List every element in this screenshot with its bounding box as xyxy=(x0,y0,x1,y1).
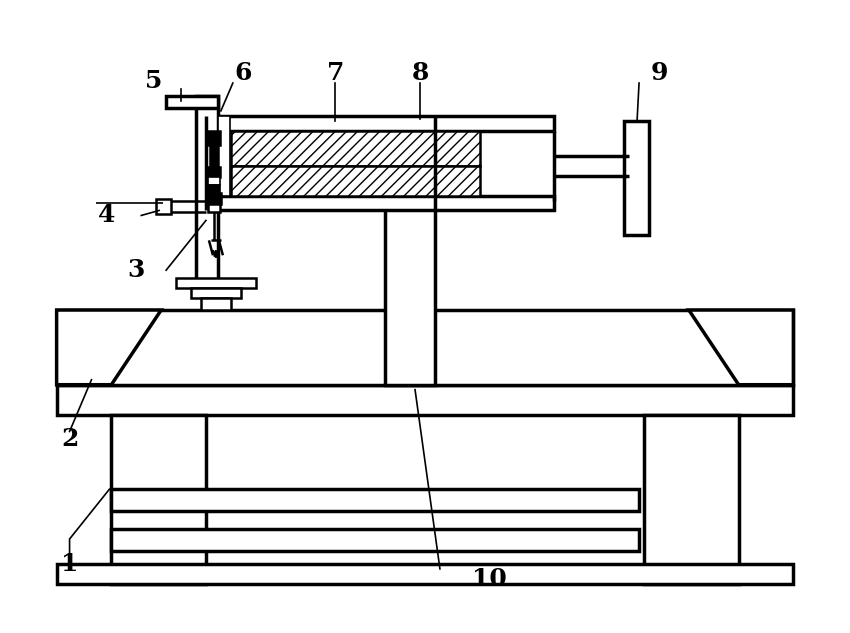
Bar xyxy=(57,310,793,385)
Bar xyxy=(206,196,554,210)
Bar xyxy=(57,564,793,584)
Polygon shape xyxy=(688,310,793,385)
Bar xyxy=(111,489,639,511)
Bar xyxy=(111,415,206,584)
Text: 3: 3 xyxy=(128,258,145,282)
Polygon shape xyxy=(57,310,162,385)
Bar xyxy=(111,529,639,551)
Bar xyxy=(156,199,171,215)
Bar xyxy=(218,116,230,196)
Text: 8: 8 xyxy=(411,61,428,85)
Bar xyxy=(191,288,241,298)
Bar xyxy=(208,131,220,145)
Bar xyxy=(208,185,220,192)
Bar xyxy=(196,96,218,295)
Text: 5: 5 xyxy=(144,69,162,93)
Text: 9: 9 xyxy=(650,61,668,85)
Bar xyxy=(206,192,221,204)
Bar xyxy=(201,298,231,310)
Bar xyxy=(208,204,220,213)
Bar xyxy=(231,131,479,166)
Bar xyxy=(210,145,218,166)
Text: 6: 6 xyxy=(234,61,252,85)
Bar xyxy=(231,166,479,196)
Text: 1: 1 xyxy=(61,552,78,576)
Bar xyxy=(624,121,649,235)
Bar xyxy=(208,177,220,185)
Bar xyxy=(385,185,435,385)
Bar xyxy=(57,385,793,415)
Text: 10: 10 xyxy=(473,567,507,591)
Text: 2: 2 xyxy=(61,427,78,451)
Text: 4: 4 xyxy=(98,203,115,227)
Bar xyxy=(644,415,739,584)
Bar xyxy=(176,278,256,288)
Bar xyxy=(208,166,220,177)
Text: 7: 7 xyxy=(326,61,344,85)
Bar xyxy=(166,96,218,108)
Bar xyxy=(206,116,554,131)
